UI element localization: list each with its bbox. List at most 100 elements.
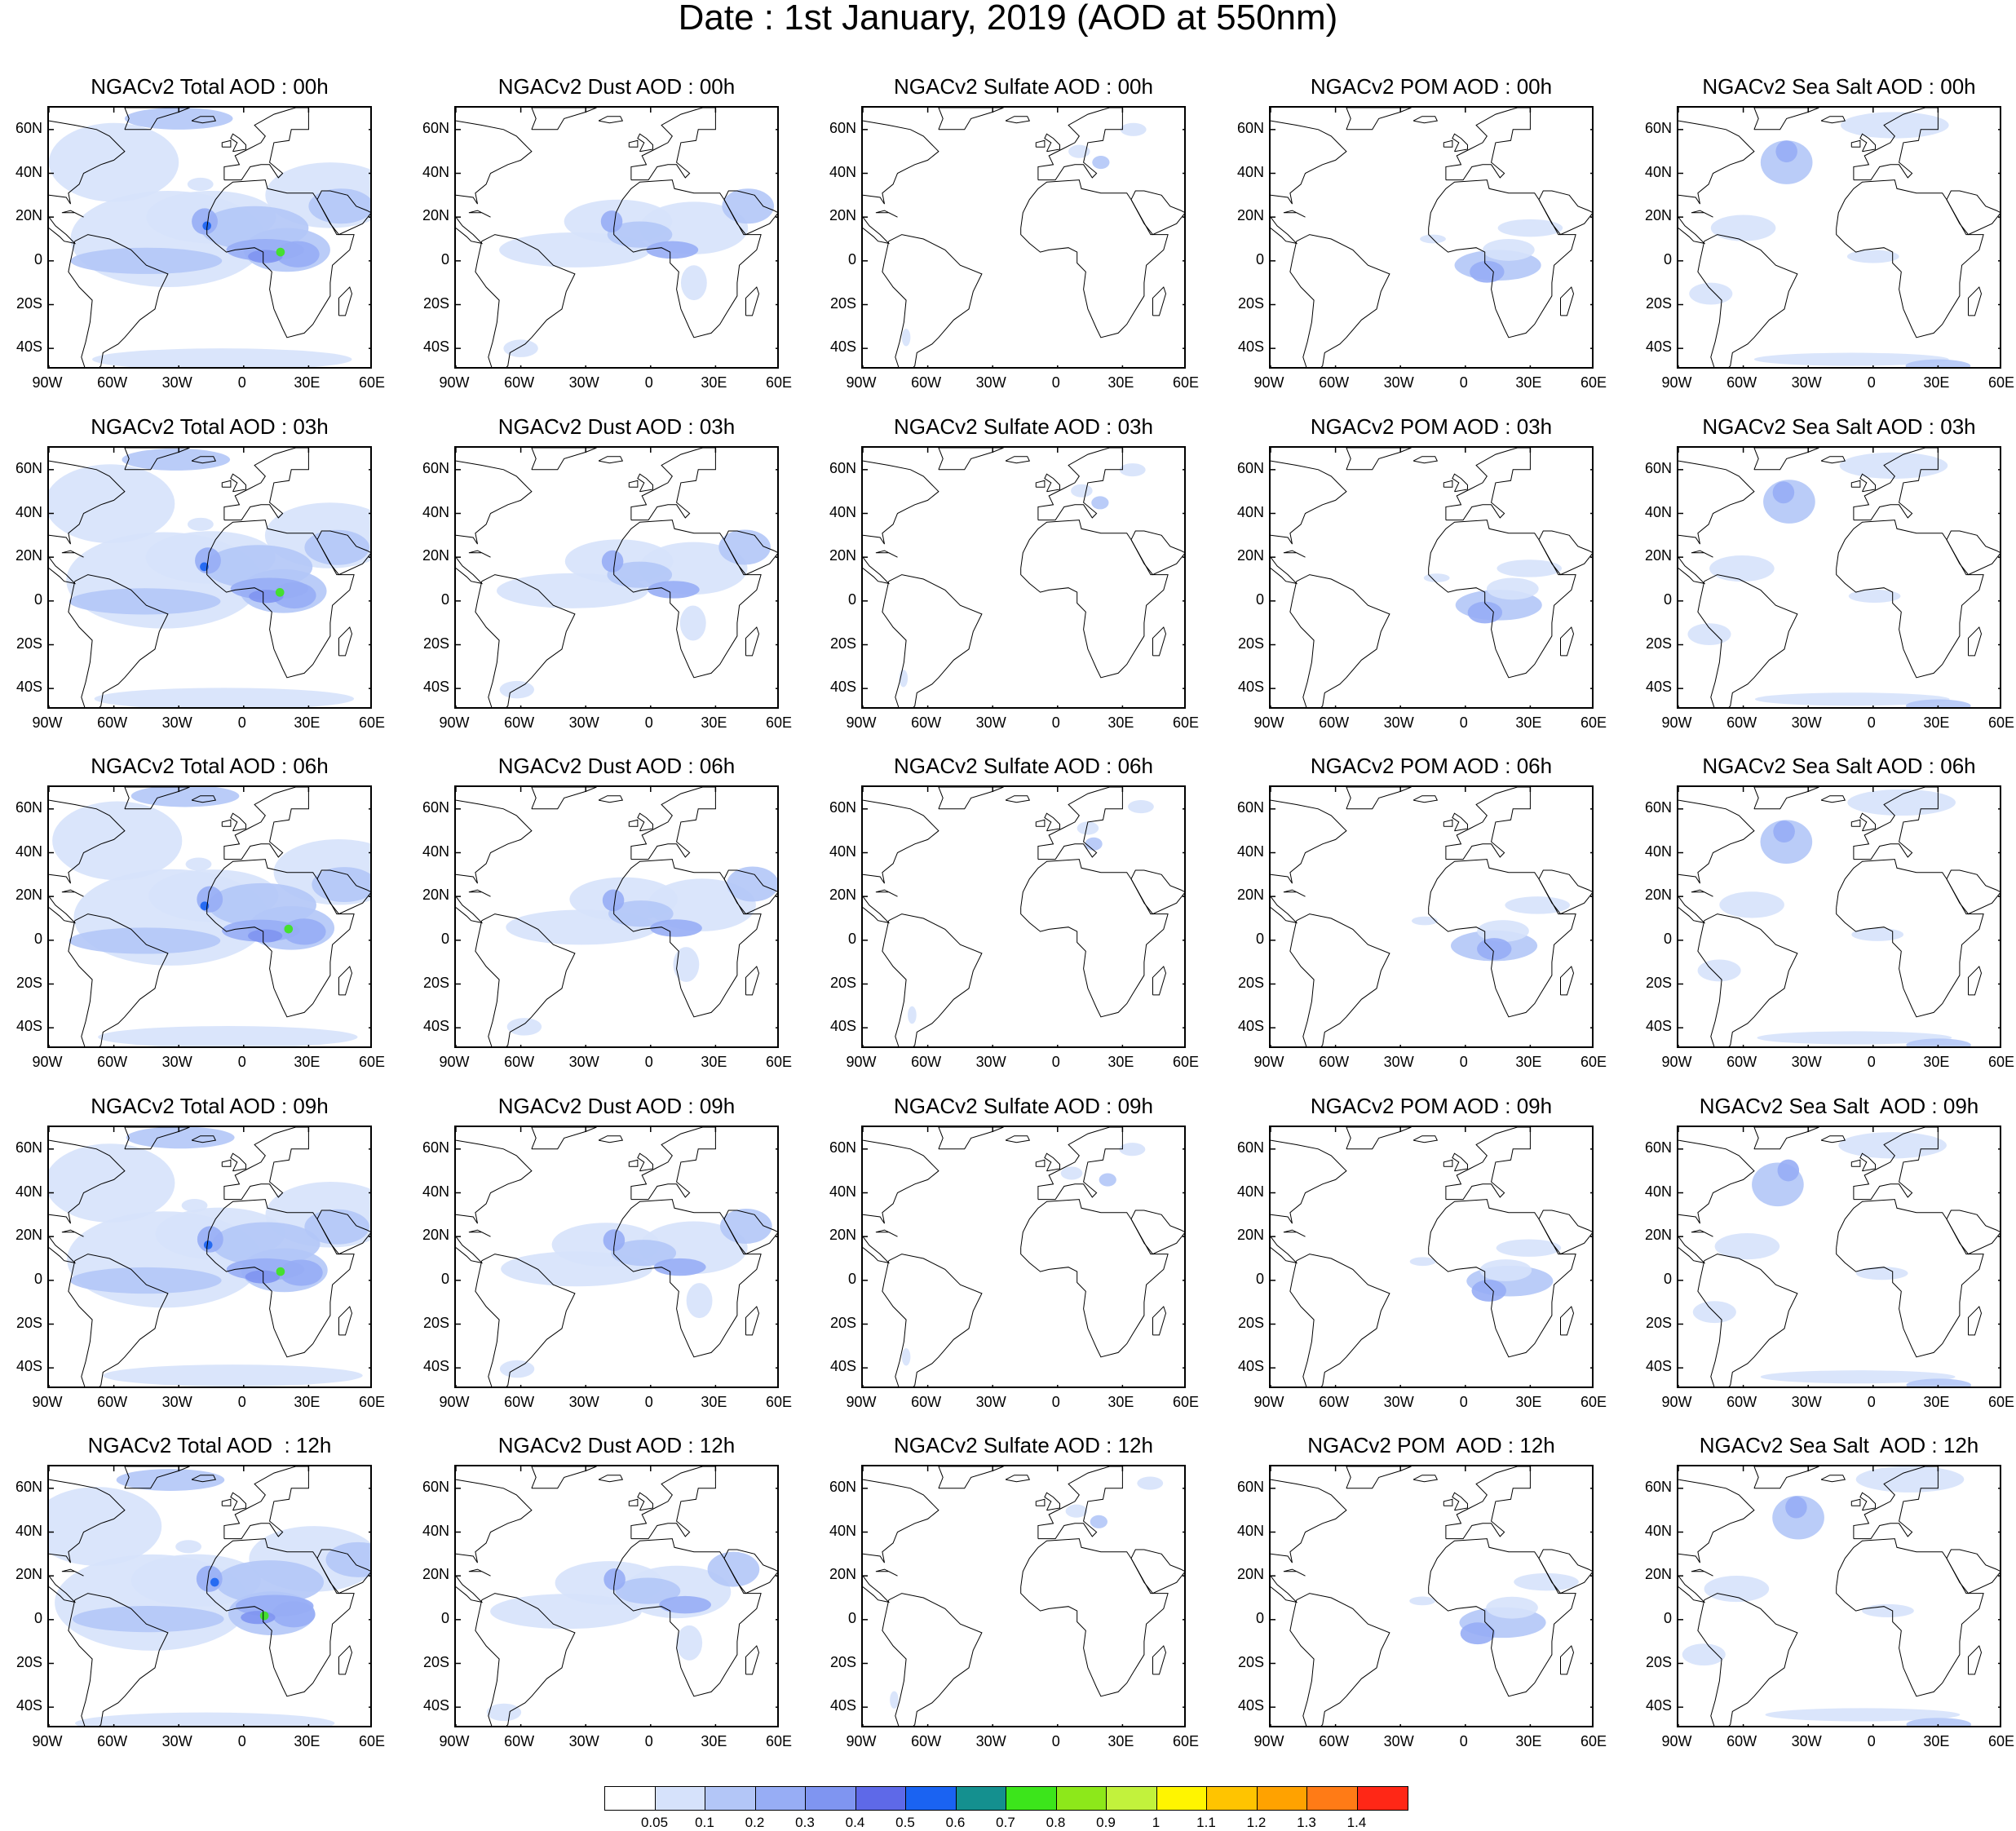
coastline: [1037, 1127, 1123, 1201]
coastline: [745, 626, 760, 657]
coastline: [1035, 139, 1046, 148]
lat-tick-label: 0: [847, 250, 856, 268]
coastline: [875, 210, 898, 218]
aod-field: [1119, 463, 1146, 477]
lon-tick-label: 60W: [1319, 714, 1350, 731]
aod-field: [312, 867, 370, 903]
lat-tick-label: 20S: [829, 635, 856, 652]
coastline: [723, 190, 777, 236]
coastline: [863, 556, 891, 585]
aod-field: [1486, 1596, 1538, 1619]
coastline: [1271, 799, 1347, 884]
coastline: [124, 108, 190, 130]
lon-tick-label: 30W: [1791, 1054, 1822, 1070]
aod-field: [1773, 820, 1795, 843]
lon-tick-label: 90W: [1253, 374, 1284, 391]
coastline: [531, 1127, 597, 1150]
lat-tick-label: 0: [1663, 590, 1672, 608]
coastline: [938, 1127, 1004, 1150]
coastline: [1271, 1479, 1347, 1563]
coastline: [863, 799, 939, 884]
figure-title: Date : 1st January, 2019 (AOD at 550nm): [678, 0, 1338, 38]
lon-tick-label: 60W: [1726, 1733, 1757, 1749]
map-pom-aod-r3: [1269, 1126, 1594, 1388]
panel-title: NGACv2 Total AOD : 12h: [87, 1433, 332, 1457]
lon-tick-label: 90W: [439, 714, 470, 731]
map-pom-aod-r0: [1269, 106, 1594, 369]
lat-tick-label: 20N: [1236, 1227, 1264, 1244]
lat-tick-label: 0: [1255, 1609, 1264, 1626]
panel-title: NGACv2 Sea Salt AOD : 03h: [1702, 414, 1976, 439]
lon-tick-label: 0: [644, 1733, 653, 1749]
coastline: [630, 787, 716, 860]
lat-tick-label: 20S: [829, 974, 856, 991]
lat-tick-label: 60N: [422, 798, 449, 816]
lat-tick-label: 60N: [1644, 119, 1672, 136]
coastline: [1020, 520, 1169, 679]
lat-tick-label: 20N: [829, 547, 856, 564]
aod-field: [1846, 250, 1899, 263]
coastline: [1697, 913, 1798, 1046]
lon-tick-label: 60E: [1172, 1054, 1200, 1070]
coastline: [230, 133, 246, 153]
lon-tick-label: 60E: [358, 374, 386, 391]
lon-tick-label: 60E: [1987, 1394, 2015, 1410]
aod-field: [1851, 927, 1904, 941]
coastline: [628, 1498, 639, 1506]
coastline: [1753, 787, 1819, 810]
lat-tick-label: 40N: [1236, 163, 1264, 180]
coastline: [206, 520, 355, 679]
coastline: [531, 108, 597, 130]
lon-tick-label: 90W: [439, 1733, 470, 1749]
coastline: [1346, 108, 1412, 130]
lon-tick-label: 60E: [1172, 1733, 1200, 1749]
lat-tick-label: 40N: [829, 1522, 856, 1539]
lat-tick-label: 60N: [1236, 1139, 1264, 1156]
coastline: [882, 574, 983, 707]
lat-tick-label: 60N: [422, 119, 449, 136]
lat-tick-label: 40S: [422, 1018, 449, 1035]
coastline: [456, 1236, 484, 1264]
panel-title: NGACv2 Total AOD : 06h: [91, 754, 329, 778]
aod-field: [1092, 156, 1110, 170]
lon-tick-label: 0: [237, 714, 246, 731]
map-pom-aod-r1: [1269, 446, 1594, 709]
map-canvas: [456, 1466, 777, 1726]
coastline: [1836, 520, 1984, 679]
aod-field: [673, 947, 700, 983]
aod-field: [98, 1026, 358, 1046]
aod-field: [215, 1560, 325, 1604]
lon-tick-label: 90W: [1661, 374, 1692, 391]
coastline: [61, 1229, 84, 1237]
lon-tick-label: 30E: [1923, 1394, 1950, 1410]
aod-field: [94, 688, 355, 707]
aod-field: [1477, 938, 1512, 960]
aod-field: [103, 1364, 363, 1387]
panel-title: NGACv2 Dust AOD : 03h: [497, 414, 736, 439]
coastline: [316, 190, 370, 236]
coastline: [316, 1549, 370, 1594]
coastline: [475, 574, 576, 707]
aod-field: [1077, 821, 1099, 835]
colorbar-label: 0.7: [996, 1815, 1015, 1830]
lat-tick-label: 20S: [1645, 1314, 1672, 1331]
lat-tick-label: 40S: [15, 1697, 42, 1714]
lat-tick-label: 40N: [15, 1522, 42, 1539]
map-total-aod-r0: [47, 106, 372, 369]
coastline: [1678, 556, 1706, 585]
lat-tick-label: 20N: [1236, 207, 1264, 224]
coastline: [1968, 966, 1983, 996]
coastline: [1443, 819, 1453, 827]
lat-tick-label: 20S: [1237, 294, 1264, 312]
aod-field: [1423, 573, 1450, 582]
lon-tick-label: 0: [1867, 1733, 1876, 1749]
coastline: [1020, 1538, 1169, 1697]
coastline: [863, 460, 939, 545]
lat-tick-label: 20S: [15, 974, 42, 991]
lon-tick-label: 30W: [568, 1054, 599, 1070]
panel-title: NGACv2 Dust AOD : 06h: [497, 754, 736, 778]
coastline: [1346, 448, 1412, 471]
aod-field: [49, 1143, 175, 1223]
lon-tick-label: 60W: [1319, 1394, 1350, 1410]
coastline: [191, 795, 217, 803]
